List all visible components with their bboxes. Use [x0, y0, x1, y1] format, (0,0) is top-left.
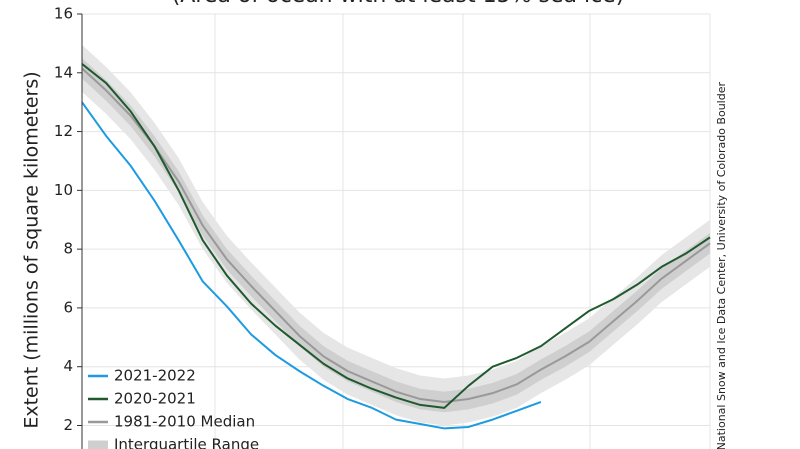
range-band: [82, 58, 710, 413]
y-tick-label: 8: [63, 240, 73, 258]
series-line: [81, 101, 542, 430]
y-tick-label: 12: [54, 122, 73, 140]
y-tick-label: 10: [54, 181, 73, 199]
legend-label: Interquartile Range: [114, 436, 259, 449]
legend-label: 2021-2022: [114, 367, 196, 385]
y-axis-label: Extent (millions of square kilometers): [21, 71, 43, 428]
series-line: [81, 67, 711, 403]
y-tick-label: 4: [63, 357, 73, 375]
series-line: [81, 63, 711, 409]
y-tick-label: 14: [54, 63, 73, 81]
legend-label: 2020-2021: [114, 390, 196, 408]
chart-subtitle: (Area of ocean with at least 15% sea ice…: [172, 0, 625, 8]
y-tick-label: 6: [63, 298, 73, 316]
credit: National Snow and Ice Data Center, Unive…: [715, 82, 728, 449]
y-tick-label: 16: [54, 5, 73, 23]
y-tick-label: 2: [63, 416, 73, 434]
legend-label: 1981-2010 Median: [114, 413, 255, 431]
